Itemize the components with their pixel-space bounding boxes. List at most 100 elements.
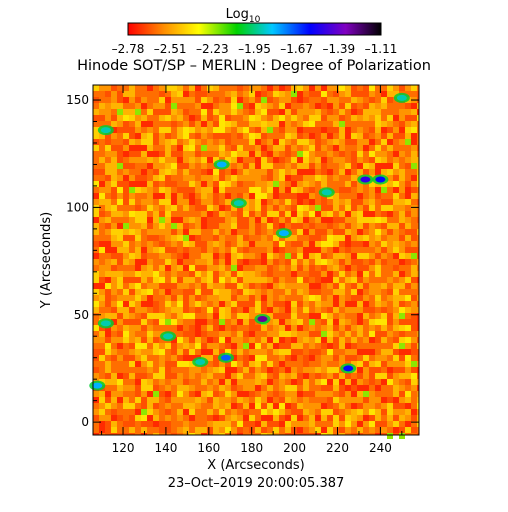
heatmap-cell <box>153 415 159 421</box>
heatmap-cell <box>351 247 357 253</box>
heatmap-cell <box>363 295 369 301</box>
heatmap-cell <box>387 433 393 439</box>
heatmap-cell <box>123 187 129 193</box>
heatmap-cell <box>159 409 165 415</box>
heatmap-cell <box>111 229 117 235</box>
heatmap-cell <box>177 115 183 121</box>
heatmap-cell <box>297 295 303 301</box>
heatmap-cell <box>417 385 419 391</box>
heatmap-cell <box>309 127 315 133</box>
heatmap-cell <box>159 355 165 361</box>
heatmap-cell <box>153 361 159 367</box>
heatmap-cell <box>147 265 153 271</box>
heatmap-cell <box>267 433 273 435</box>
heatmap-cell <box>351 403 357 409</box>
heatmap-cell <box>105 265 111 271</box>
heatmap-cell <box>213 313 219 319</box>
heatmap-cell <box>201 115 207 121</box>
feature-core <box>396 94 407 101</box>
heatmap-cell <box>405 283 411 289</box>
heatmap-cell <box>393 385 399 391</box>
heatmap-cell <box>381 157 387 163</box>
heatmap-cell <box>243 355 249 361</box>
heatmap-cell <box>321 169 327 175</box>
heatmap-cell <box>267 199 273 205</box>
heatmap-cell <box>345 127 351 133</box>
heatmap-cell <box>279 133 285 139</box>
heatmap-cell <box>375 109 381 115</box>
heatmap-cell <box>93 235 99 241</box>
heatmap-cell <box>309 265 315 271</box>
heatmap-cell <box>111 265 117 271</box>
heatmap-cell <box>267 385 273 391</box>
heatmap-cell <box>237 391 243 397</box>
heatmap-cell <box>219 247 225 253</box>
heatmap-cell <box>345 265 351 271</box>
heatmap-cell <box>159 319 165 325</box>
heatmap-cell <box>237 259 243 265</box>
heatmap-cell <box>327 349 333 355</box>
heatmap-cell <box>267 313 273 319</box>
heatmap-cell <box>339 115 345 121</box>
heatmap-cell <box>207 97 213 103</box>
heatmap-cell <box>405 433 411 435</box>
heatmap-cell <box>267 367 273 373</box>
heatmap-cell <box>141 169 147 175</box>
heatmap-cell <box>405 163 411 169</box>
colorbar-tick-label: –1.39 <box>322 42 355 56</box>
heatmap-cell <box>201 253 207 259</box>
heatmap-cell <box>339 313 345 319</box>
heatmap-cell <box>153 301 159 307</box>
heatmap-cell <box>171 337 177 343</box>
heatmap-cell <box>189 193 195 199</box>
heatmap-cell <box>195 109 201 115</box>
heatmap-cell <box>111 301 117 307</box>
heatmap-cell <box>153 355 159 361</box>
heatmap-cell <box>357 295 363 301</box>
heatmap-cell <box>345 103 351 109</box>
heatmap-cell <box>381 265 387 271</box>
heatmap-cell <box>411 85 417 91</box>
heatmap-cell <box>93 337 99 343</box>
heatmap-cell <box>255 427 261 433</box>
heatmap-cell <box>159 127 165 133</box>
heatmap-cell <box>183 229 189 235</box>
heatmap-cell <box>135 343 141 349</box>
heatmap-cell <box>195 85 201 91</box>
heatmap-cell <box>321 373 327 379</box>
heatmap-cell <box>189 421 195 427</box>
heatmap-cell <box>231 289 237 295</box>
heatmap-cell <box>171 97 177 103</box>
heatmap-cell <box>273 247 279 253</box>
heatmap-cell <box>249 331 255 337</box>
heatmap-cell <box>291 319 297 325</box>
heatmap-cell <box>207 91 213 97</box>
heatmap-cell <box>237 403 243 409</box>
heatmap-cell <box>147 325 153 331</box>
heatmap-cell <box>177 325 183 331</box>
heatmap-cell <box>279 109 285 115</box>
heatmap-cell <box>417 169 419 175</box>
heatmap-cell <box>225 397 231 403</box>
heatmap-cell <box>177 307 183 313</box>
heatmap-cell <box>333 181 339 187</box>
heatmap-cell <box>189 229 195 235</box>
heatmap-cell <box>387 265 393 271</box>
heatmap-cell <box>213 181 219 187</box>
heatmap-cell <box>117 433 123 435</box>
heatmap-cell <box>303 223 309 229</box>
heatmap-cell <box>411 265 417 271</box>
heatmap-cell <box>387 169 393 175</box>
heatmap-cell <box>189 211 195 217</box>
heatmap-cell <box>177 337 183 343</box>
heatmap-cell <box>273 139 279 145</box>
heatmap-cell <box>153 325 159 331</box>
heatmap-cell <box>315 145 321 151</box>
heatmap-cell <box>381 355 387 361</box>
heatmap-cell <box>225 325 231 331</box>
heatmap-cell <box>339 349 345 355</box>
heatmap-cell <box>351 151 357 157</box>
heatmap-cell <box>207 223 213 229</box>
heatmap-cell <box>327 331 333 337</box>
heatmap-cell <box>99 337 105 343</box>
